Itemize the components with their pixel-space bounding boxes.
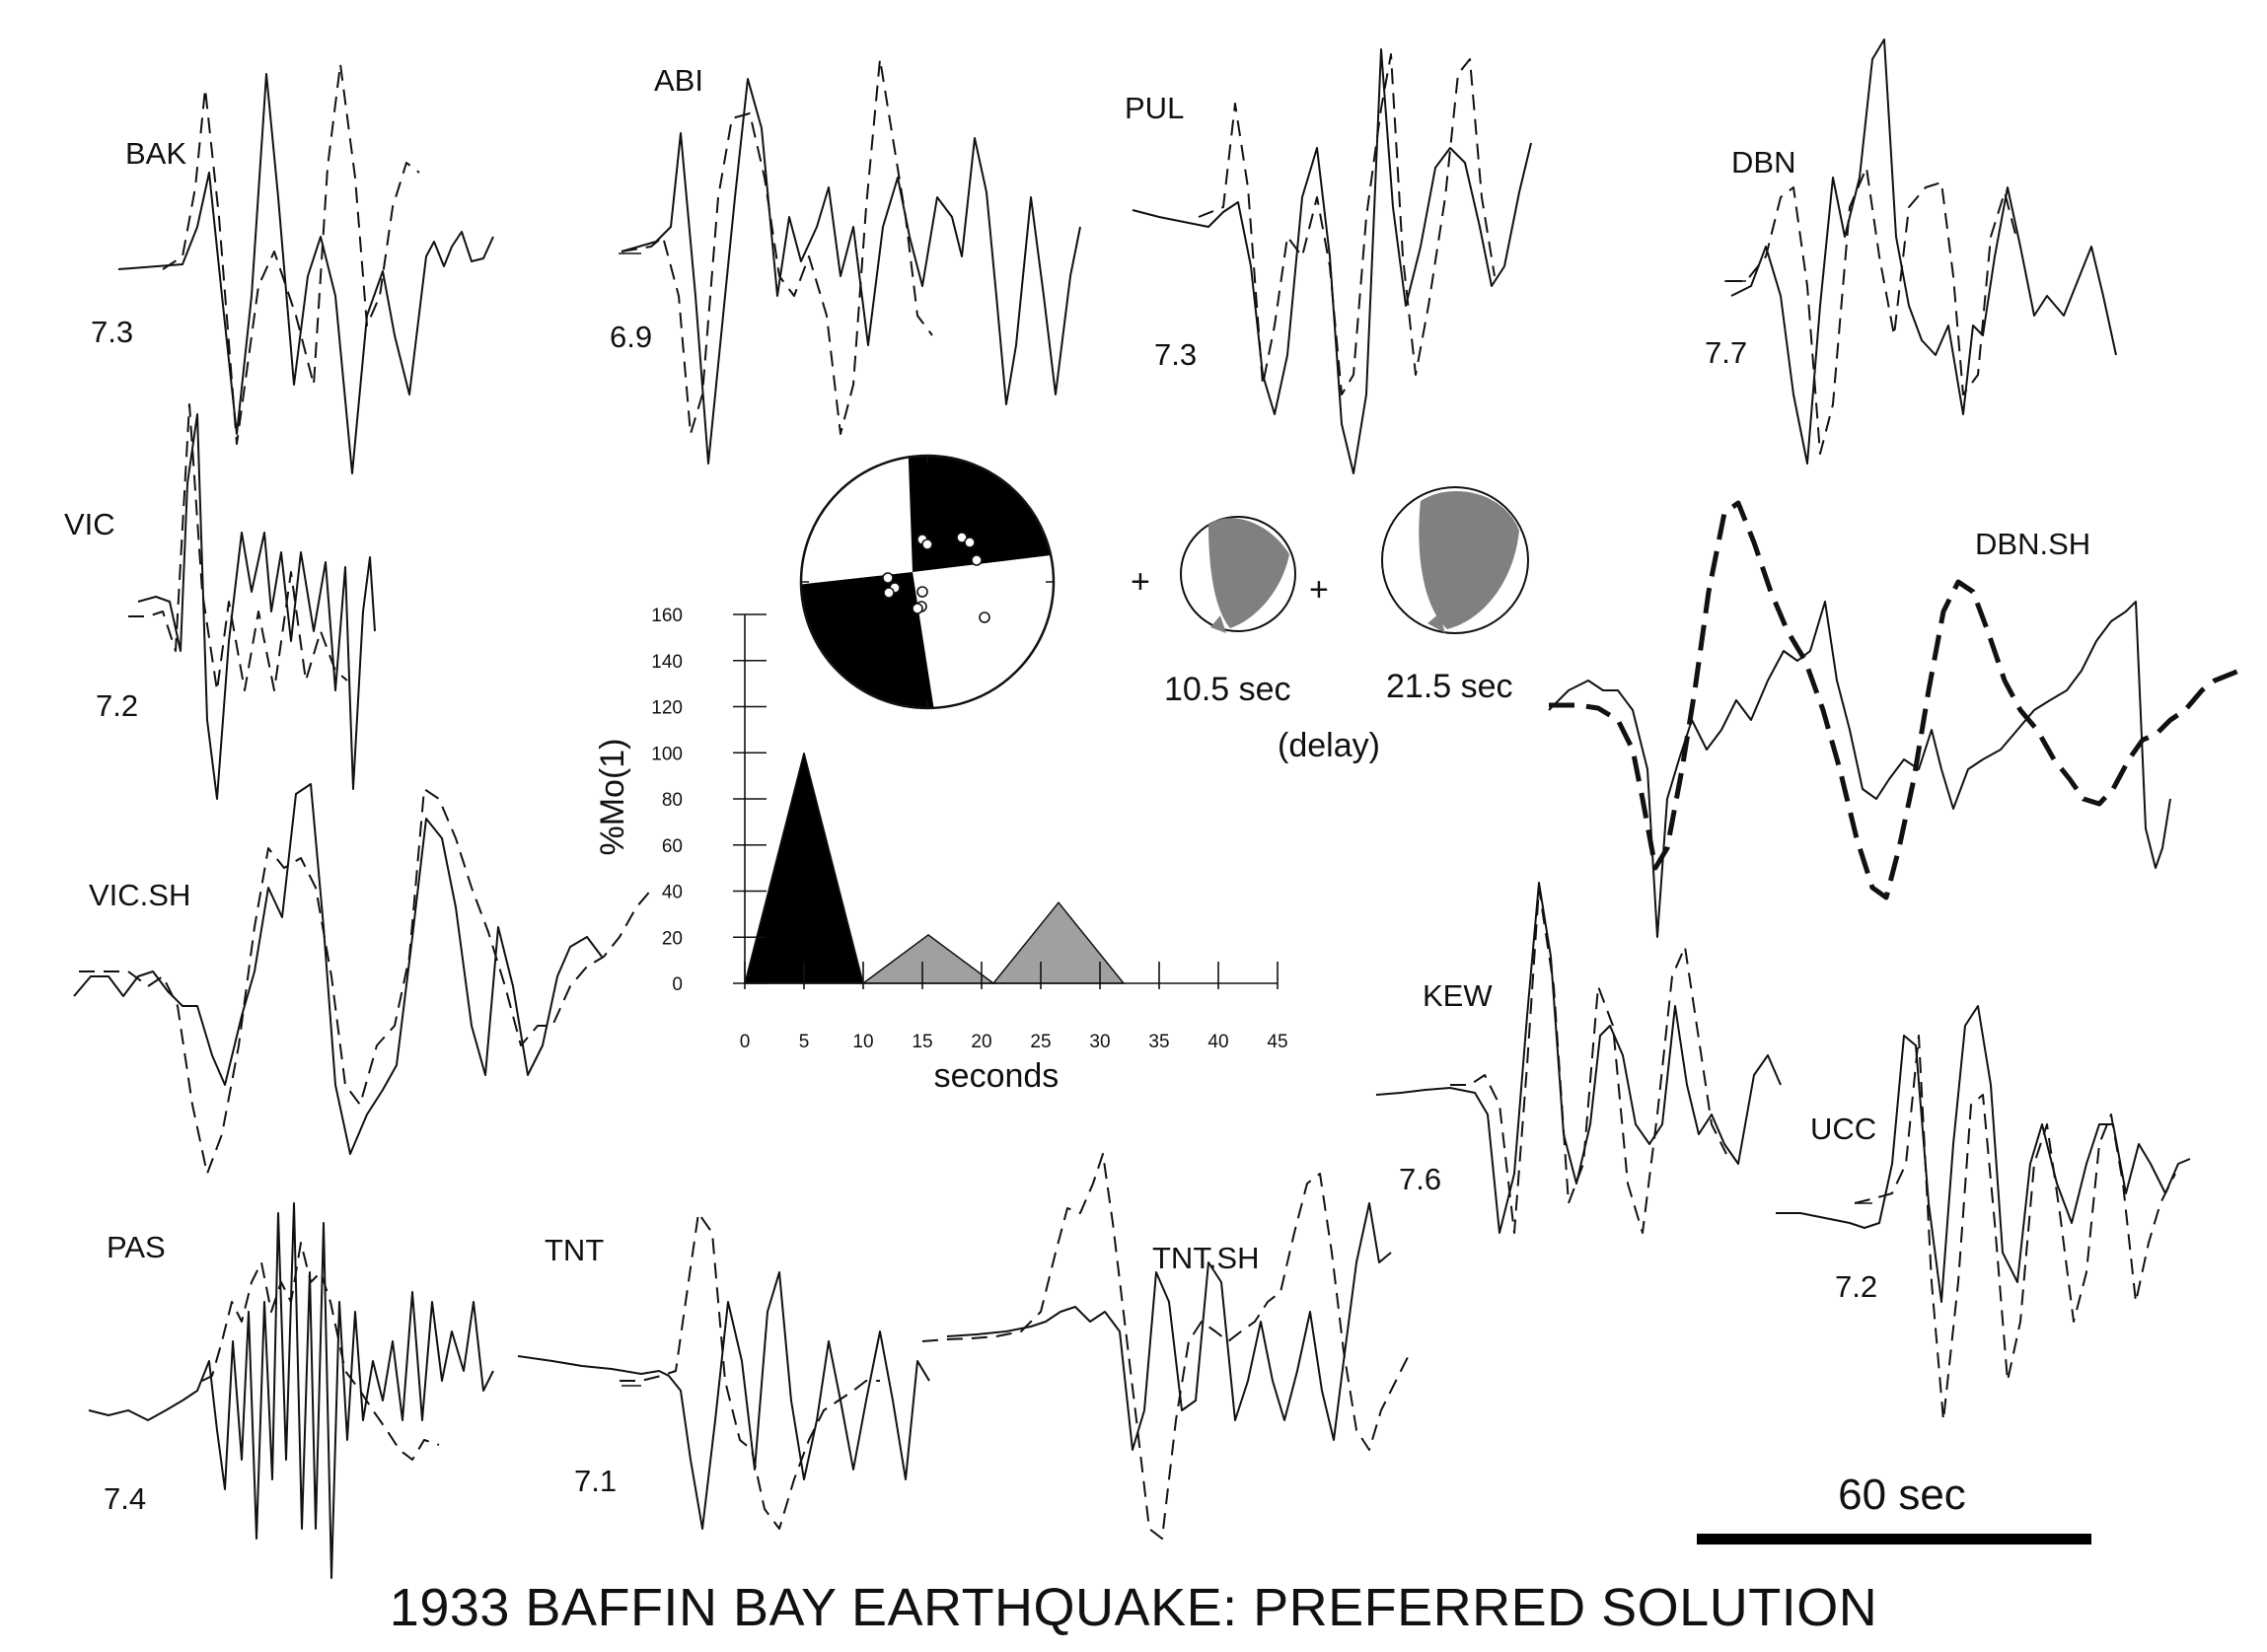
pas-synthetic-trace — [201, 1242, 440, 1461]
source-time-function-chart: 0 20 40 60 80 100 120 140 160 0 5 10 15 20 25 30 35 40 45… — [594, 606, 1288, 1095]
station-label-dbn: DBN — [1731, 145, 1795, 180]
station-label-bak: BAK — [125, 136, 186, 171]
stf-y-tick-label: 140 — [651, 652, 683, 673]
dbn-sh-observed-trace — [1548, 601, 2171, 938]
stf-x-tick-labels: 0 5 10 15 20 25 30 35 40 45 — [740, 1032, 1288, 1052]
tnt-observed-trace — [517, 1271, 930, 1530]
magnitude-pul: 7.3 — [1154, 337, 1197, 372]
magnitude-abi: 6.9 — [610, 320, 652, 354]
stf-y-tick-label: 100 — [651, 744, 683, 764]
delay-label: (delay) — [1278, 727, 1380, 764]
stf-y-tick-label: 160 — [651, 606, 683, 626]
vic-synthetic-trace — [128, 403, 348, 691]
stf-x-tick-label: 20 — [971, 1032, 991, 1052]
stf-x-axis-label: seconds — [934, 1057, 1060, 1095]
stf-x-tick-label: 25 — [1030, 1032, 1051, 1052]
stf-x-tick-label: 15 — [912, 1032, 932, 1052]
stf-x-tick-label: 10 — [852, 1032, 873, 1052]
trace-start-marker — [619, 252, 1872, 1387]
figure-title: 1933 BAFFIN BAY EARTHQUAKE: PREFERRED SO… — [390, 1578, 1877, 1637]
subevent-2-delay: 21.5 sec — [1386, 668, 1513, 705]
stf-x-tick-label: 40 — [1207, 1032, 1228, 1052]
stf-marks — [744, 753, 1126, 984]
stf-subevent-triangle-2 — [860, 933, 996, 984]
stf-y-tick-label: 40 — [662, 883, 683, 903]
magnitude-pas: 7.4 — [104, 1481, 146, 1516]
stf-y-tick-label: 80 — [662, 790, 683, 811]
magnitude-vic: 7.2 — [96, 688, 138, 723]
pas-observed-trace — [88, 1202, 494, 1579]
stf-x-tick-label: 35 — [1148, 1032, 1169, 1052]
station-label-pul: PUL — [1125, 91, 1184, 125]
ucc-observed-trace — [1776, 1005, 2191, 1303]
stf-subevent-triangle-3 — [991, 900, 1126, 984]
magnitude-kew: 7.6 — [1399, 1162, 1441, 1196]
station-label-abi: ABI — [654, 63, 703, 98]
tnt-sh-observed-trace — [946, 1202, 1392, 1451]
station-label-tnt: TNT — [545, 1233, 604, 1267]
pul-observed-trace — [1132, 48, 1532, 474]
station-label-dbn-sh: DBN.SH — [1975, 527, 2090, 561]
station-label-tnt-sh: TNT.SH — [1152, 1241, 1260, 1275]
bak-synthetic-trace — [162, 63, 420, 445]
stf-y-axis-label: %Mo(1) — [594, 738, 631, 855]
stf-axes — [733, 613, 1279, 989]
stf-x-tick-label: 30 — [1089, 1032, 1110, 1052]
stf-y-tick-label: 60 — [662, 836, 683, 857]
kew-synthetic-trace — [1450, 887, 1727, 1234]
magnitude-ucc: 7.2 — [1835, 1269, 1877, 1304]
station-label-ucc: UCC — [1810, 1112, 1876, 1146]
stf-y-tick-label: 120 — [651, 698, 683, 719]
kew-observed-trace — [1375, 882, 1782, 1234]
station-label-vic: VIC — [64, 507, 115, 541]
vic-sh-observed-trace — [73, 783, 603, 1155]
subevent-1-delay: 10.5 sec — [1164, 671, 1291, 708]
station-labels: BAK 7.3 ABI 6.9 PUL 7.3 DBN 7.7 VIC 7.2 … — [64, 63, 2090, 1516]
abi-observed-trace — [621, 78, 1081, 465]
stf-y-tick-label: 0 — [672, 974, 683, 995]
bak-observed-trace — [117, 73, 494, 474]
subevent-1-beachball — [1180, 516, 1296, 633]
dbn-synthetic-trace — [1726, 167, 2018, 455]
stf-y-tick-label: 20 — [662, 928, 683, 949]
magnitude-tnt: 7.1 — [574, 1464, 617, 1498]
plus-sign: + — [1131, 563, 1150, 601]
stf-x-tick-label: 5 — [799, 1032, 810, 1052]
stf-x-tick-label: 0 — [740, 1032, 751, 1052]
tnt-synthetic-trace — [620, 1212, 880, 1530]
vic-observed-trace — [137, 413, 376, 800]
magnitude-dbn: 7.7 — [1705, 335, 1747, 370]
stf-subevent-triangle-1 — [744, 753, 864, 984]
station-label-kew: KEW — [1423, 978, 1493, 1013]
stf-x-tick-label: 45 — [1267, 1032, 1287, 1052]
vic-sh-synthetic-trace — [79, 788, 654, 1175]
scale-bar-label: 60 sec — [1838, 1471, 1966, 1519]
scale-bar: 60 sec — [1697, 1471, 2091, 1544]
ucc-synthetic-trace — [1854, 1035, 2176, 1421]
focal-mechanism — [799, 454, 1056, 710]
station-label-vic-sh: VIC.SH — [89, 878, 190, 912]
waveform-group — [73, 38, 2240, 1579]
magnitude-bak: 7.3 — [91, 315, 133, 349]
scale-bar-line — [1697, 1534, 2091, 1544]
pul-synthetic-trace — [1198, 53, 1496, 395]
plus-sign: + — [1309, 571, 1329, 609]
dbn-sh-synthetic-trace — [1549, 500, 2240, 900]
tnt-sh-synthetic-trace — [921, 1153, 1412, 1540]
subevent-2-beachball — [1381, 486, 1529, 634]
subevent-mechanisms: + + 10.5 sec 21.5 sec (delay) — [1131, 486, 1529, 764]
abi-synthetic-trace — [621, 58, 933, 435]
stf-y-tick-labels: 0 20 40 60 80 100 120 140 160 — [651, 606, 683, 995]
dbn-observed-trace — [1730, 38, 2117, 465]
station-label-pas: PAS — [107, 1230, 166, 1264]
